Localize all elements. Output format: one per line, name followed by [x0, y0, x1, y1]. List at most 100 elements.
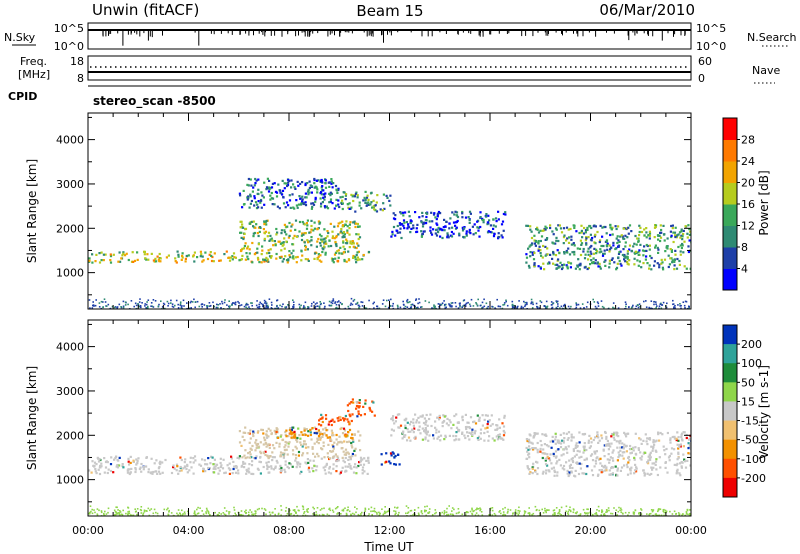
- velocity-ground-cell: [115, 513, 118, 515]
- power-echo-cell: [439, 212, 442, 215]
- power-ground-cell: [194, 301, 197, 303]
- velocity-echo-cell: [353, 433, 356, 436]
- power-echo-cell: [310, 239, 313, 242]
- velocity-ground-cell: [336, 506, 338, 509]
- velocity-echo-cell: [214, 465, 217, 468]
- velocity-echo-cell: [336, 459, 339, 463]
- power-echo-cell: [307, 188, 310, 191]
- velocity-echo-cell: [147, 471, 150, 474]
- velocity-ground-cell: [293, 514, 295, 516]
- power-echo-cell: [263, 237, 266, 240]
- velocity-echo-cell: [349, 415, 352, 418]
- velocity-echo-cell: [325, 462, 328, 465]
- power-echo-cell: [497, 237, 500, 240]
- velocity-ground-cell: [96, 508, 99, 510]
- velocity-echo-cell: [303, 429, 306, 432]
- velocity-ground-cell: [140, 506, 143, 508]
- velocity-echo-cell: [380, 453, 383, 456]
- velocity-echo-cell: [558, 441, 561, 444]
- velocity-ground-cell: [264, 509, 267, 511]
- velocity-echo-cell: [651, 462, 654, 465]
- velocity-ground-cell: [657, 510, 659, 513]
- velocity-echo-cell: [429, 413, 432, 416]
- velocity-ground-cell: [491, 509, 494, 512]
- nsky-frame: [87, 22, 692, 50]
- power-ground-cell: [338, 304, 340, 306]
- power-echo-cell: [688, 228, 691, 231]
- velocity-ground-cell: [336, 513, 338, 515]
- power-echo-cell: [672, 240, 675, 244]
- power-echo-cell: [285, 233, 288, 236]
- power-ground-cell: [601, 305, 604, 308]
- velocity-echo-cell: [548, 459, 552, 462]
- power-echo-cell: [592, 257, 595, 260]
- power-echo-cell: [619, 235, 622, 238]
- x-tick-label: 16:00: [474, 524, 506, 537]
- power-echo-cell: [689, 230, 691, 233]
- velocity-echo-cell: [466, 431, 469, 434]
- power-echo-cell: [648, 232, 652, 235]
- velocity-ground-cell: [337, 512, 339, 514]
- power-echo-cell: [288, 194, 291, 197]
- power-echo-cell: [587, 247, 590, 250]
- power-echo-cell: [254, 182, 257, 185]
- power-ground-cell: [551, 306, 554, 309]
- velocity-echo-cell: [442, 420, 445, 423]
- velocity-echo-cell: [309, 428, 312, 432]
- nsky-tick-top: 10^5: [54, 22, 84, 35]
- velocity-echo-cell: [325, 429, 328, 432]
- power-echo-cell: [389, 204, 392, 207]
- power-echo-cell: [219, 259, 222, 262]
- power-ground-cell: [314, 303, 317, 305]
- velocity-echo-cell: [118, 464, 121, 467]
- velocity-echo-cell: [335, 465, 338, 468]
- power-echo-cell: [572, 242, 575, 245]
- power-echo-cell: [328, 239, 331, 242]
- velocity-echo-cell: [556, 474, 559, 477]
- velocity-echo-cell: [689, 434, 691, 437]
- velocity-echo-cell: [609, 445, 612, 448]
- power-ground-cell: [438, 306, 440, 308]
- velocity-echo-cell: [603, 444, 606, 447]
- power-echo-cell: [579, 239, 582, 242]
- velocity-echo-cell: [619, 439, 622, 442]
- power-ground-cell: [570, 305, 572, 308]
- velocity-echo-cell: [244, 431, 247, 434]
- velocity-echo-cell: [337, 419, 340, 422]
- velocity-echo-cell: [346, 404, 349, 407]
- power-ground-cell: [381, 303, 384, 305]
- velocity-echo-cell: [652, 440, 655, 443]
- power-echo-cell: [340, 230, 343, 233]
- power-echo-cell: [288, 250, 291, 253]
- x-tick-label: 20:00: [575, 524, 607, 537]
- power-echo-cell: [210, 259, 214, 263]
- velocity-echo-cell: [622, 447, 625, 450]
- power-echo-cell: [492, 224, 495, 227]
- velocity-echo-cell: [591, 474, 595, 477]
- power-echo-cell: [492, 235, 496, 238]
- velocity-echo-cell: [355, 400, 358, 404]
- power-echo-cell: [333, 253, 337, 256]
- power-echo-cell: [530, 236, 534, 240]
- velocity-echo-cell: [627, 456, 630, 459]
- velocity-echo-cell: [648, 438, 652, 441]
- power-echo-cell: [334, 241, 337, 244]
- velocity-ground-cell: [328, 508, 330, 510]
- velocity-ground-cell: [199, 507, 201, 509]
- velocity-ground-cell: [242, 514, 244, 516]
- velocity-echo-cell: [642, 452, 645, 455]
- velocity-echo-cell: [324, 465, 327, 468]
- velocity-echo-cell: [561, 467, 564, 470]
- power-ground-cell: [150, 302, 153, 304]
- power-echo-cell: [546, 262, 550, 265]
- velocity-ground-cell: [345, 514, 348, 516]
- velocity-ground-cell: [685, 512, 688, 515]
- velocity-ground-cell: [428, 511, 431, 513]
- power-echo-cell: [342, 241, 345, 244]
- power-ground-cell: [388, 299, 390, 301]
- velocity-echo-cell: [335, 470, 338, 473]
- velocity-echo-cell: [221, 467, 225, 470]
- velocity-echo-cell: [390, 428, 393, 431]
